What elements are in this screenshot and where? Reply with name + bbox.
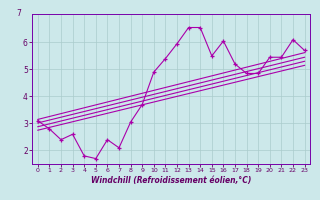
X-axis label: Windchill (Refroidissement éolien,°C): Windchill (Refroidissement éolien,°C) — [91, 176, 252, 185]
Text: 7: 7 — [16, 8, 21, 18]
